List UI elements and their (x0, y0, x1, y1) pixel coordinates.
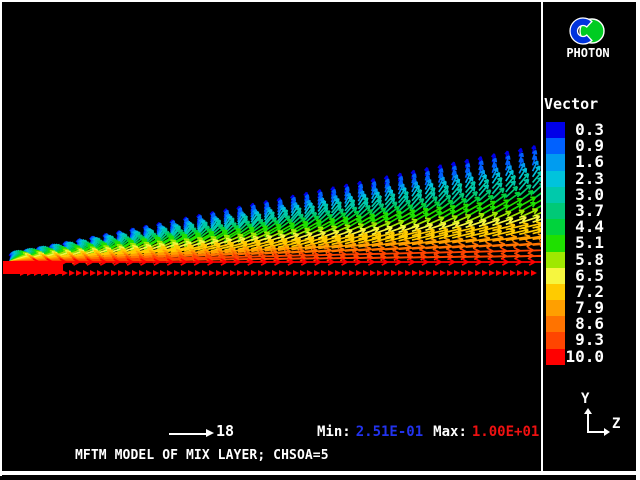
legend-swatch (546, 300, 565, 317)
legend-row: 1.6 (546, 152, 604, 172)
legend-row: 7.2 (546, 281, 604, 301)
legend-row: 2.3 (546, 168, 604, 188)
scale-arrow-head (206, 429, 214, 437)
legend-row: 5.1 (546, 233, 604, 253)
legend-row: 9.3 (546, 330, 604, 350)
legend-swatch (546, 138, 565, 155)
legend-swatch (546, 332, 565, 349)
legend-row: 0.9 (546, 136, 604, 156)
legend-value: 0.9 (575, 136, 604, 156)
legend-row: 6.5 (546, 265, 604, 285)
legend-value: 10.0 (565, 346, 604, 366)
frame-right (636, 0, 640, 480)
axis-z-arrowhead-icon (604, 428, 610, 436)
axis-y-label: Y (581, 391, 590, 407)
legend-swatch (546, 170, 565, 187)
legend-value: 5.8 (575, 249, 604, 269)
legend-swatch (546, 202, 565, 220)
legend-title: Vector (544, 95, 599, 113)
axis-z-label: Z (612, 416, 621, 432)
legend-swatch (546, 154, 565, 171)
legend-row: 7.9 (546, 298, 604, 318)
legend-swatch (546, 122, 565, 139)
legend-value: 8.6 (575, 314, 604, 334)
color-scale-legend: 0.3 0.9 1.6 2.3 3.0 3.7 4.4 5.1 5.8 6.5 7.2 7.9 8.6 9… (546, 120, 604, 366)
legend-swatch (546, 235, 565, 252)
min-value: 2.51E-01 (355, 424, 424, 440)
frame-bottom (0, 471, 640, 475)
legend-value: 3.7 (575, 200, 604, 220)
axis-y-arrowhead-icon (584, 408, 592, 414)
max-label: Max: (433, 424, 467, 440)
legend-value: 3.0 (575, 184, 604, 204)
legend-value: 7.9 (575, 298, 604, 318)
max-value: 1.00E+01 (471, 424, 540, 440)
legend-value: 0.3 (575, 120, 604, 139)
axis-y-arrow (587, 414, 589, 433)
legend-value: 7.2 (575, 281, 604, 301)
legend-value: 6.5 (575, 265, 604, 285)
frame-top (0, 0, 640, 2)
legend-value: 9.3 (575, 330, 604, 350)
photon-logo-icon (569, 17, 605, 45)
legend-row: 0.3 (546, 120, 604, 139)
legend-value: 1.6 (575, 152, 604, 172)
legend-row: 3.7 (546, 200, 604, 220)
minmax-readout: Min: 2.51E-01 Max: 1.00E+01 (317, 424, 539, 440)
axis-z-arrow (587, 431, 605, 433)
legend-swatch (546, 251, 565, 268)
legend-value: 4.4 (575, 217, 604, 237)
legend-swatch (546, 267, 565, 284)
legend-row: 4.4 (546, 217, 604, 237)
bottom-arrowhead-row (20, 270, 537, 276)
min-label: Min: (317, 424, 351, 440)
legend-swatch (546, 186, 565, 203)
legend-row: 3.0 (546, 184, 604, 204)
logo-blue-c (569, 17, 593, 45)
legend-swatch (546, 283, 565, 301)
inlet-block (3, 261, 63, 274)
frame-left (0, 0, 2, 476)
frame-number: 18 (216, 422, 235, 440)
panel-divider (541, 2, 543, 471)
legend-value: 5.1 (575, 233, 604, 253)
legend-row: 5.8 (546, 249, 604, 269)
legend-value: 2.3 (575, 168, 604, 188)
app-name: PHOTON (566, 46, 610, 60)
legend-row: 10.0 (546, 346, 604, 366)
legend-row: 8.6 (546, 314, 604, 334)
scale-arrow-line (169, 433, 207, 435)
legend-swatch (546, 348, 565, 365)
legend-swatch (546, 316, 565, 333)
legend-swatch (546, 219, 565, 236)
vector-field-plot (3, 145, 541, 276)
plot-title: MFTM MODEL OF MIX LAYER; CHSOA=5 (75, 448, 329, 463)
